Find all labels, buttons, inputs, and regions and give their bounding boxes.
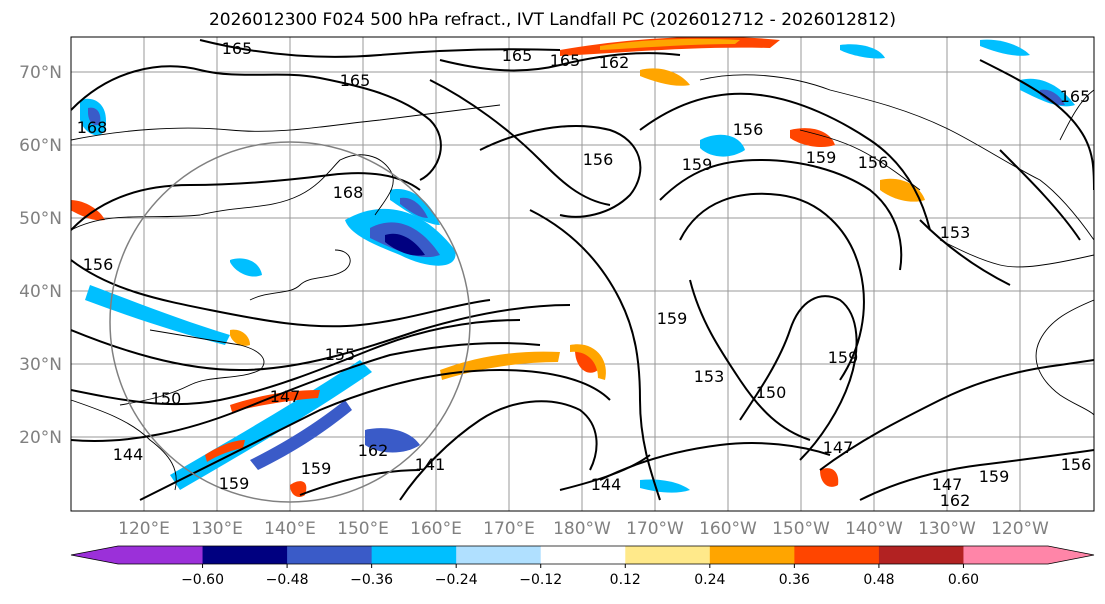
lat-label: 60°N [19,136,62,156]
lon-label: 130°W [918,519,976,539]
contour-label: 165 [1060,87,1091,106]
lon-label: 150°W [772,519,830,539]
colorbar-segment [963,546,1049,564]
lon-label: 130°E [191,519,243,539]
contour-label: 165 [550,51,581,70]
colorbar-tick-label: 0.48 [863,572,894,588]
colorbar-segment [456,546,542,564]
colorbar-segment [794,546,880,564]
lon-label: 140°W [845,519,903,539]
colorbar-tick-label: −0.24 [435,572,478,588]
colorbar-over-extend [1048,546,1094,564]
colorbar-segment [625,546,711,564]
contour-label: 159 [301,459,332,478]
contour-label: 141 [415,455,446,474]
lon-label: 120°W [991,519,1049,539]
contour-label: 159 [682,155,713,174]
gridlines [71,37,1094,511]
contour-label: 168 [77,118,108,137]
colorbar-segment [371,546,457,564]
lon-label: 180°W [553,519,611,539]
contour-label: 144 [113,445,144,464]
contour-label: 156 [733,120,764,139]
latitude-labels: 70°N 60°N 50°N 40°N 30°N 20°N [19,63,62,448]
colorbar-tick-label: 0.12 [610,572,641,588]
contour-label: 153 [940,223,971,242]
contour-label: 159 [806,148,837,167]
contour-label: 156 [1061,455,1092,474]
contour-label: 144 [591,475,622,494]
contour-label: 162 [599,53,630,72]
contour-label: 147 [823,438,854,457]
longitude-labels: 120°E 130°E 140°E 150°E 160°E 170°E 180°… [118,519,1049,539]
lon-label: 160°W [699,519,757,539]
colorbar-tick-label: −0.60 [181,572,224,588]
landfall-range-circle [109,141,471,503]
lon-label: 170°E [483,519,535,539]
colorbar-tick-label: −0.48 [266,572,309,588]
contour-label: 159 [828,348,859,367]
lat-label: 50°N [19,209,62,229]
lat-label: 40°N [19,282,62,302]
contour-label: 147 [270,387,301,406]
colorbar-tick-label: −0.12 [519,572,562,588]
contour-label: 165 [222,39,253,58]
colorbar-outline [70,545,1095,565]
lat-label: 70°N [19,63,62,83]
colorbar-tick-label: 0.24 [694,572,725,588]
contour-label: 165 [340,71,371,90]
contour-label: 159 [979,467,1010,486]
contour-label: 153 [694,367,725,386]
colorbar-tick-label: 0.60 [948,572,979,588]
lon-label: 170°W [626,519,684,539]
contour-label: 162 [358,441,389,460]
contour-label: 165 [502,46,533,65]
contour-label: 156 [858,153,889,172]
contour-label: 162 [940,491,971,510]
refractivity-shading [71,37,1075,497]
coastlines [71,74,1094,491]
colorbar-tick-label: 0.36 [779,572,810,588]
colorbar-segment [878,546,964,564]
contour-label: 159 [657,309,688,328]
colorbar-segment [540,546,626,564]
colorbar-under-extend [71,546,118,564]
colorbar-segment [287,546,373,564]
contour-label: 147 [932,475,963,494]
contour-label: 159 [219,474,250,493]
map-frame [70,36,1095,512]
colorbar-segment [202,546,288,564]
colorbar-segment [118,546,204,564]
lon-label: 120°E [118,519,170,539]
colorbar: −0.60 −0.48 −0.36 −0.24 −0.12 0.12 0.24 0.36 0.4… [70,545,1095,588]
contour-label: 156 [583,150,614,169]
colorbar-segment [709,546,795,564]
height-contours [71,39,1094,501]
contour-label: 168 [333,183,364,202]
contour-label: 150 [151,389,182,408]
lat-label: 20°N [19,428,62,448]
lon-label: 150°E [337,519,389,539]
contour-label: 156 [83,255,114,274]
contour-label: 155 [325,345,356,364]
contour-label: 150 [756,383,787,402]
contour-labels: 165 165 165 162 165 168 156 156 159 156 … [77,39,1092,510]
map-title: 2026012300 F024 500 hPa refract., IVT La… [208,10,896,30]
lon-label: 140°E [264,519,316,539]
colorbar-tick-label: −0.36 [350,572,393,588]
lat-label: 30°N [19,355,62,375]
lon-label: 160°E [410,519,462,539]
